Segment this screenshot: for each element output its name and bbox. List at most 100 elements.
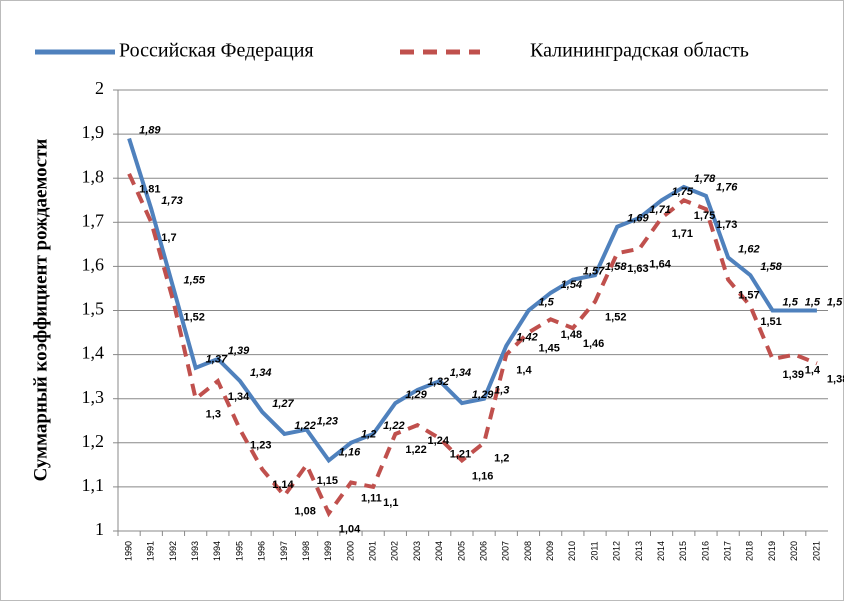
data-label: 1,75	[672, 186, 694, 198]
data-label: 1,3	[494, 385, 509, 397]
data-label: 1,57	[738, 290, 759, 302]
y-tick-label: 1,6	[82, 255, 105, 275]
y-tick-label: 1,9	[82, 122, 105, 142]
data-label: 1,2	[361, 429, 376, 441]
data-label: 1,78	[694, 173, 716, 185]
data-label: 1,16	[472, 470, 493, 482]
data-label: 1,4	[805, 365, 821, 377]
x-tick-label: 1995	[234, 541, 244, 561]
x-tick-label: 2016	[700, 541, 710, 561]
data-label: 1,34	[450, 367, 471, 379]
x-tick-label: 2015	[678, 541, 688, 561]
legend-label: Российская Федерация	[119, 40, 314, 62]
x-tick-label: 2002	[390, 541, 400, 561]
x-tick-label: 2017	[723, 541, 733, 561]
data-label: 1,16	[339, 446, 361, 458]
data-label: 1,11	[361, 492, 382, 504]
data-label: 1,81	[139, 184, 160, 196]
data-label: 1,3	[206, 409, 221, 421]
data-label: 1,24	[428, 435, 450, 447]
data-label: 1,5	[827, 296, 843, 308]
data-label: 1,7	[161, 232, 176, 244]
x-tick-label: 2005	[456, 541, 466, 561]
data-label: 1,52	[183, 312, 204, 324]
data-label: 1,14	[272, 479, 294, 491]
y-tick-label: 1,4	[82, 343, 105, 363]
x-tick-label: 2008	[523, 541, 533, 561]
data-label: 1,22	[405, 444, 426, 456]
y-tick-label: 1	[95, 519, 104, 539]
x-tick-label: 2001	[368, 541, 378, 561]
data-label: 1,73	[161, 195, 182, 207]
data-label: 1,71	[649, 204, 670, 216]
x-tick-label: 2000	[345, 541, 355, 561]
x-tick-label: 1997	[279, 541, 289, 561]
data-label: 1,37	[206, 354, 228, 366]
data-label: 1,23	[317, 415, 338, 427]
y-tick-label: 1,8	[82, 166, 105, 186]
x-tick-label: 2003	[412, 541, 422, 561]
data-label: 1,52	[605, 312, 626, 324]
data-label: 1,39	[783, 369, 804, 381]
x-tick-label: 1990	[123, 541, 133, 561]
data-label: 1,48	[561, 329, 582, 341]
data-label: 1,1	[383, 497, 398, 509]
x-tick-label: 2006	[478, 541, 488, 561]
x-tick-label: 2007	[501, 541, 511, 561]
y-tick-label: 1,7	[82, 210, 105, 230]
data-label: 1,04	[339, 523, 361, 535]
data-label: 1,27	[272, 398, 294, 410]
data-label: 1,5	[805, 296, 821, 308]
data-label: 1,76	[716, 182, 738, 194]
data-label: 1,34	[228, 391, 250, 403]
x-tick-label: 2020	[789, 541, 799, 561]
data-label: 1,5	[783, 296, 799, 308]
x-tick-label: 1993	[190, 541, 200, 561]
x-tick-label: 2018	[745, 541, 755, 561]
data-label: 1,29	[472, 389, 494, 401]
data-label: 1,45	[538, 342, 559, 354]
x-tick-label: 2021	[811, 541, 821, 561]
data-label: 1,08	[294, 506, 315, 518]
data-label: 1,21	[450, 448, 471, 460]
y-tick-label: 1,3	[82, 387, 105, 407]
data-label: 1,22	[383, 420, 404, 432]
x-tick-label: 1999	[323, 541, 333, 561]
data-label: 1,71	[672, 228, 693, 240]
data-label: 1,39	[228, 345, 250, 357]
y-tick-label: 1,1	[82, 475, 105, 495]
data-label: 1,69	[627, 213, 649, 225]
data-label: 1,63	[627, 263, 648, 275]
x-tick-label: 2013	[634, 541, 644, 561]
y-tick-label: 1,5	[82, 299, 105, 319]
x-tick-label: 2014	[656, 541, 666, 561]
data-label: 1,2	[494, 453, 509, 465]
data-label: 1,57	[583, 266, 605, 278]
x-tick-label: 1991	[146, 541, 156, 561]
x-tick-label: 1992	[168, 541, 178, 561]
x-tick-label: 2011	[589, 541, 599, 560]
data-label: 1,89	[139, 124, 161, 136]
data-label: 1,54	[561, 279, 582, 291]
data-label: 1,4	[516, 365, 532, 377]
data-label: 1,62	[738, 243, 759, 255]
data-label: 1,23	[250, 439, 271, 451]
x-tick-label: 1996	[257, 541, 267, 561]
series-line	[127, 137, 817, 464]
data-label: 1,58	[605, 261, 627, 273]
legend-label: Калининградская область	[530, 40, 749, 62]
x-tick-label: 2004	[434, 541, 444, 561]
data-label: 1,75	[694, 210, 715, 222]
data-label: 1,5	[538, 296, 554, 308]
series-line	[127, 172, 818, 518]
data-label: 1,38	[827, 373, 844, 385]
y-axis-title: Суммарный коэффициент рождаемости	[30, 139, 51, 482]
x-tick-label: 2012	[612, 541, 622, 561]
data-label: 1,73	[716, 219, 737, 231]
data-label: 1,15	[317, 475, 338, 487]
data-label: 1,51	[760, 316, 781, 328]
data-label: 1,64	[649, 259, 671, 271]
data-label: 1,32	[428, 376, 449, 388]
